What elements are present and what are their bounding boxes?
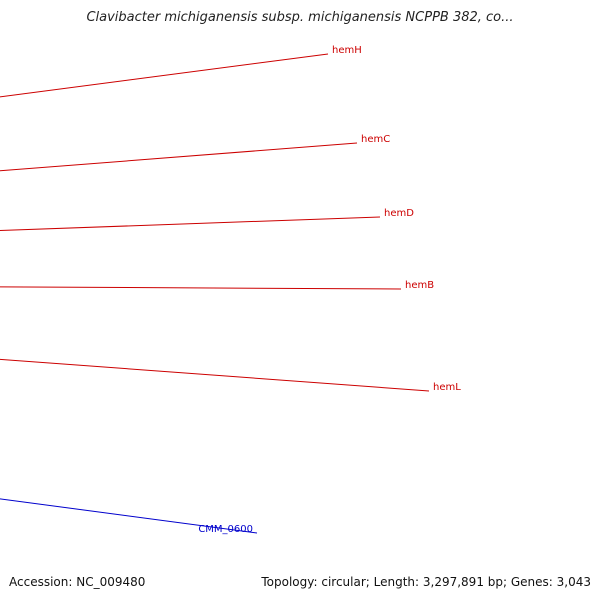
gene-label-connector (0, 358, 430, 392)
labels-layer: hemH hemC hemD hemB hemL CMM_0600 (0, 45, 461, 535)
gene-label[interactable]: hemD (384, 208, 414, 219)
gene-label-connector (0, 498, 258, 534)
gene-label[interactable]: hemC (361, 134, 390, 145)
gene-label-connector (0, 142, 358, 172)
accession-text: Accession: NC_009480 (9, 575, 146, 589)
gene-label-connector (0, 286, 402, 290)
gene-label[interactable]: hemL (433, 382, 461, 393)
map-title: Clavibacter michiganensis subsp. michiga… (86, 10, 514, 25)
genome-summary-text: Topology: circular; Length: 3,297,891 bp… (261, 575, 591, 589)
gene-label-connector (0, 53, 329, 98)
gene-label[interactable]: CMM_0600 (198, 524, 253, 535)
gene-label[interactable]: hemB (405, 280, 434, 291)
gene-label-connector (0, 216, 381, 231)
gene-label[interactable]: hemH (332, 45, 362, 56)
